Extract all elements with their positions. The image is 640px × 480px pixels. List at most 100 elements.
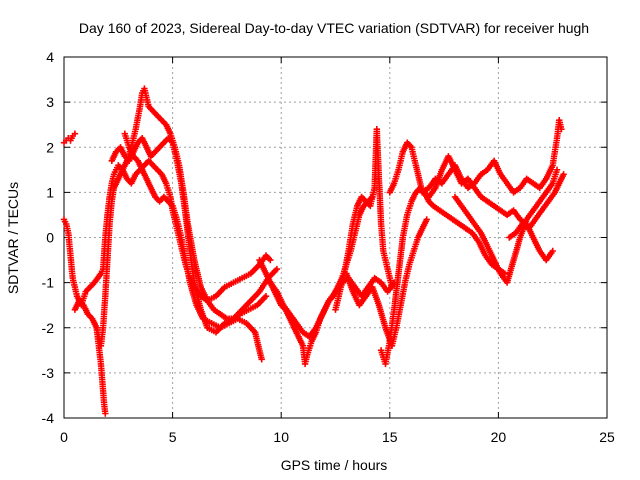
data-point — [175, 159, 179, 162]
data-point — [379, 349, 383, 352]
data-point — [558, 182, 561, 185]
data-point — [466, 213, 470, 217]
data-point — [384, 362, 387, 366]
data-point — [240, 276, 244, 280]
data-point — [180, 236, 183, 239]
data-point — [106, 258, 109, 262]
data-point — [512, 209, 515, 212]
data-point — [334, 308, 337, 311]
data-point — [503, 272, 507, 275]
series-arc-10 — [343, 216, 430, 349]
data-point — [141, 137, 144, 140]
data-point — [69, 139, 72, 142]
data-point — [534, 218, 537, 221]
data-point — [236, 317, 239, 320]
data-point — [306, 353, 309, 356]
data-point — [267, 276, 270, 280]
data-point — [201, 317, 205, 320]
data-point — [99, 344, 103, 347]
data-point — [136, 141, 139, 144]
data-points — [256, 193, 376, 368]
data-point — [464, 227, 467, 230]
data-point — [360, 195, 363, 199]
data-point — [249, 299, 252, 302]
data-point — [99, 272, 103, 275]
x-tick-label: 25 — [599, 429, 615, 445]
data-point — [245, 322, 248, 325]
data-point — [93, 281, 96, 284]
data-point — [401, 236, 404, 239]
data-point — [562, 173, 565, 176]
data-point — [73, 132, 77, 135]
data-point — [110, 159, 114, 162]
data-point — [73, 308, 77, 311]
data-point — [232, 281, 235, 284]
data-point — [527, 227, 530, 230]
data-point — [388, 340, 391, 343]
series-arc-13 — [419, 117, 565, 196]
data-point — [86, 313, 90, 316]
data-point — [100, 376, 104, 379]
data-point — [108, 222, 111, 226]
data-point — [508, 236, 511, 239]
data-point — [492, 159, 496, 162]
axis-ticks — [63, 56, 608, 419]
y-tick-label: -2 — [42, 320, 55, 336]
data-point — [438, 209, 441, 212]
data-point — [347, 249, 350, 253]
data-point — [486, 245, 489, 248]
data-point — [486, 200, 489, 203]
data-point — [128, 159, 131, 162]
data-point — [532, 182, 535, 185]
data-point — [379, 222, 383, 226]
data-point — [547, 200, 550, 203]
data-point — [82, 304, 85, 307]
data-point — [249, 272, 252, 275]
data-point — [421, 191, 424, 194]
series-arc-2 — [60, 157, 274, 309]
data-point — [264, 254, 268, 257]
data-points — [343, 216, 430, 349]
data-point — [479, 173, 483, 176]
data-point — [282, 304, 285, 307]
data-point — [512, 258, 515, 262]
data-point — [460, 204, 463, 208]
data-point — [206, 299, 209, 302]
data-point — [84, 290, 87, 293]
data-point — [532, 236, 535, 239]
data-point — [188, 281, 192, 284]
data-point — [434, 177, 437, 180]
data-point — [338, 290, 341, 293]
data-point — [253, 331, 257, 334]
data-point — [275, 290, 279, 293]
data-point — [466, 186, 470, 190]
data-point — [499, 173, 502, 176]
data-point — [453, 195, 457, 199]
data-point — [447, 155, 450, 158]
data-point — [473, 186, 476, 190]
data-point — [167, 137, 170, 140]
data-point — [223, 285, 226, 289]
data-point — [128, 146, 131, 149]
data-point — [366, 285, 370, 289]
series-arc-1 — [60, 130, 79, 146]
data-point — [375, 128, 378, 131]
data-point — [214, 331, 218, 334]
data-point — [551, 164, 554, 167]
grid — [64, 57, 607, 418]
data-point — [297, 335, 300, 338]
data-point — [453, 164, 457, 167]
data-point — [427, 195, 431, 199]
data-point — [112, 173, 116, 176]
data-point — [466, 177, 470, 180]
data-point — [88, 285, 92, 289]
data-point — [147, 105, 150, 108]
data-point — [206, 326, 209, 329]
chart-title: Day 160 of 2023, Sidereal Day-to-day VTE… — [79, 20, 589, 36]
data-point — [477, 240, 481, 244]
data-point — [505, 182, 509, 185]
data-point — [169, 132, 172, 135]
data-point — [514, 231, 517, 235]
data-point — [479, 231, 483, 235]
